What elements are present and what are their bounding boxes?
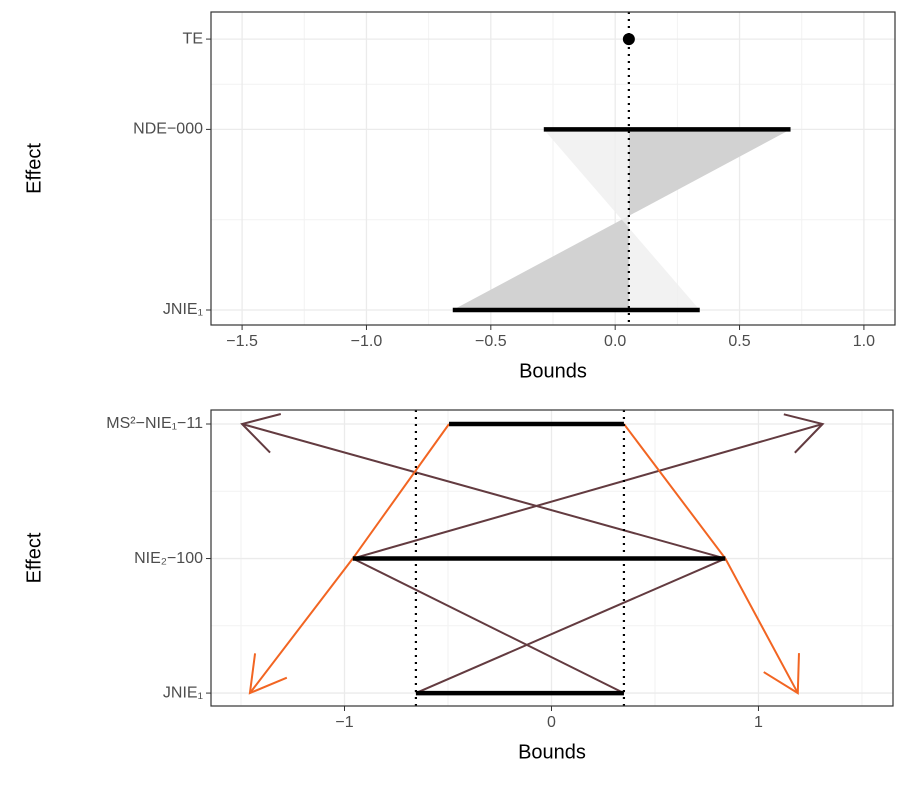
panel-border [210,409,894,707]
x-tick-label: −1.0 [351,333,383,350]
y-tick-label: MS²−NIE₁−11 [106,415,203,432]
x-tick-label: 1 [754,714,763,731]
x-tick-label: 0.5 [728,333,750,350]
ribbon [452,129,791,311]
panel: −1.5 −1.0 −0.5 0.0 0.5 1.0 TE NDE−000 JNIE₁ Bound… [23,11,896,382]
arrow-head [783,413,825,454]
x-tick-label: −1.5 [226,333,258,350]
y-tick-label: JNIE₁ [163,684,203,701]
x-axis-title: Bounds [518,741,586,763]
panel: −1 0 1 MS²−NIE₁−11 NIE₂−100 JNIE₁ Bounds Effect [23,409,894,763]
x-axis-title: Bounds [519,360,587,382]
arrow-line [415,557,726,695]
arrow-head [240,413,282,454]
y-axis-title: Effect [23,143,45,194]
y-axis-title: Effect [23,532,45,583]
point [622,33,635,46]
y-tick-label: NIE₂−100 [134,550,203,567]
x-tick-label: 0.0 [604,333,626,350]
arrow-line [241,423,726,560]
arrow-head [248,653,288,695]
x-tick-label: −1 [335,714,353,731]
arrow-head [763,653,800,695]
panel-border [210,11,896,326]
y-tick-label: NDE−000 [133,121,203,138]
x-tick-label: −0.5 [475,333,507,350]
arrow-line [352,423,823,560]
x-tick-label: 0 [547,714,556,731]
y-tick-label: TE [183,30,203,47]
y-tick-label: JNIE₁ [163,301,203,318]
x-tick-label: 1.0 [853,333,875,350]
arrow-line [352,557,625,694]
ribbon [543,129,700,311]
